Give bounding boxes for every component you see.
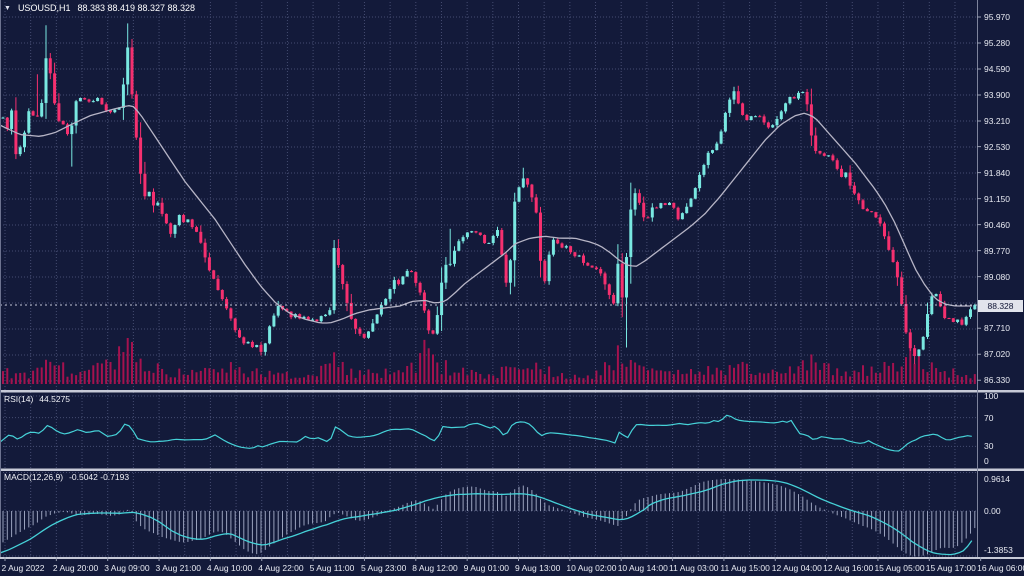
time-axis-label: 3 Aug 21:00 <box>155 563 201 573</box>
time-axis-label: 10 Aug 14:00 <box>617 563 668 573</box>
price-axis-label: 86.330 <box>984 375 1010 386</box>
price-axis-label: 87.020 <box>984 349 1010 360</box>
price-axis-label: 93.900 <box>984 90 1010 100</box>
rsi-axis-label: 100 <box>984 391 999 401</box>
macd-axis-label: -1.3853 <box>984 545 1013 555</box>
price-axis-label: 95.280 <box>984 38 1010 48</box>
time-axis-label: 5 Aug 23:00 <box>360 563 407 573</box>
price-axis-label: 89.770 <box>984 245 1010 256</box>
macd-axis-label: 0.00 <box>984 506 1001 516</box>
rsi-axis-label: 0 <box>984 456 989 466</box>
time-axis-label: 11 Aug 03:00 <box>669 563 719 573</box>
time-axis-label: 12 Aug 16:00 <box>823 563 874 573</box>
price-axis-label: 95.970 <box>984 12 1010 22</box>
time-axis-label: 12 Aug 04:00 <box>771 563 822 573</box>
ohlc-values: 88.383 88.419 88.327 88.328 <box>77 3 196 13</box>
time-axis-label: 2 Aug 2022 <box>1 563 45 573</box>
time-axis-label: 4 Aug 10:00 <box>206 563 253 573</box>
chevron-down-icon[interactable]: ▼ <box>4 4 11 12</box>
price-axis-label: 90.460 <box>984 219 1010 230</box>
rsi-value: 44.5275 <box>39 394 71 404</box>
time-axis-label: 9 Aug 01:00 <box>463 563 510 573</box>
rsi-name: RSI(14) <box>4 394 34 404</box>
time-axis-label: 11 Aug 15:00 <box>720 563 770 573</box>
rsi-axis-label: 30 <box>984 441 994 452</box>
macd-axis-label: 0.9614 <box>984 474 1010 484</box>
macd-name: MACD(12,26,9) <box>4 472 64 482</box>
chart-title: ▼ USOUSD,H1 88.383 88.419 88.327 88.328 <box>4 3 195 13</box>
time-axis-label: 5 Aug 11:00 <box>309 563 355 573</box>
price-axis-label: 91.840 <box>984 167 1010 178</box>
macd-indicator-label: MACD(12,26,9) -0.5042 -0.7193 <box>4 472 129 482</box>
time-axis-label: 8 Aug 12:00 <box>412 563 458 573</box>
price-axis-label: 91.150 <box>984 193 1010 204</box>
time-axis-label: 3 Aug 09:00 <box>104 563 150 573</box>
price-axis-label: 87.710 <box>984 323 1010 334</box>
time-axis-label: 15 Aug 17:00 <box>925 563 976 573</box>
price-axis-label: 89.080 <box>984 271 1010 282</box>
price-axis-label: 93.210 <box>984 116 1010 126</box>
time-axis-label: 9 Aug 13:00 <box>515 563 561 573</box>
rsi-axis-label: 70 <box>984 412 994 423</box>
price-axis-label: 94.590 <box>984 64 1010 74</box>
time-axis-label: 4 Aug 22:00 <box>258 563 304 573</box>
time-axis-label: 15 Aug 05:00 <box>874 563 925 573</box>
symbol-period-label: USOUSD,H1 <box>17 3 71 13</box>
price-axis-label: 92.530 <box>984 141 1010 152</box>
current-price-tag: 88.328 <box>978 300 1023 312</box>
time-axis-label: 2 Aug 20:00 <box>52 563 99 573</box>
time-axis-label: 10 Aug 02:00 <box>566 563 617 573</box>
time-axis-label: 16 Aug 06:00 <box>977 563 1024 573</box>
rsi-indicator-label: RSI(14) 44.5275 <box>4 394 70 404</box>
macd-values: -0.5042 -0.7193 <box>69 472 130 482</box>
